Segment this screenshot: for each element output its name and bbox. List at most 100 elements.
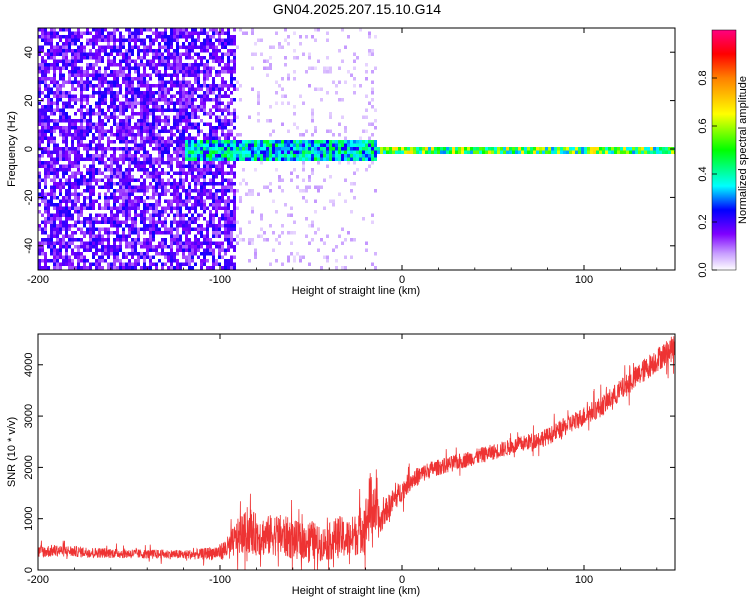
heatmap-cell (344, 266, 347, 270)
heatmap-cell (56, 84, 59, 88)
heatmap-cell (224, 157, 227, 161)
heatmap-cell (71, 217, 74, 221)
heatmap-cell (398, 147, 401, 151)
heatmap-cell (446, 150, 449, 154)
heatmap-cell (161, 87, 164, 91)
heatmap-cell (338, 192, 341, 196)
heatmap-cell (80, 252, 83, 256)
heatmap-cell (131, 136, 134, 140)
heatmap-cell (365, 77, 368, 81)
heatmap-cell (299, 259, 302, 263)
heatmap-cell (119, 168, 122, 172)
heatmap-cell (659, 150, 662, 154)
heatmap-cell (59, 245, 62, 249)
heatmap-cell (137, 203, 140, 207)
heatmap-cell (314, 66, 317, 70)
heatmap-cell (176, 126, 179, 130)
heatmap-cell (290, 140, 293, 144)
heatmap-cell (158, 259, 161, 263)
heatmap-cell (302, 157, 305, 161)
heatmap-cell (77, 150, 80, 154)
heatmap-cell (44, 227, 47, 231)
heatmap-cell (134, 231, 137, 235)
heatmap-cell (122, 70, 125, 74)
heatmap-cell (128, 192, 131, 196)
heatmap-cell (326, 255, 329, 259)
heatmap-cell (143, 56, 146, 60)
heatmap-cell (83, 49, 86, 53)
heatmap-cell (194, 108, 197, 112)
heatmap-cell (140, 126, 143, 130)
heatmap-cell (77, 157, 80, 161)
heatmap-cell (101, 122, 104, 126)
heatmap-cell (137, 49, 140, 53)
heatmap-cell (68, 206, 71, 210)
heatmap-cell (110, 105, 113, 109)
heatmap-cell (143, 210, 146, 214)
heatmap-cell (65, 140, 68, 144)
heatmap-cell (344, 150, 347, 154)
heatmap-cell (47, 259, 50, 263)
heatmap-cell (185, 220, 188, 224)
heatmap-cell (107, 266, 110, 270)
heatmap-cell (191, 175, 194, 179)
heatmap-cell (242, 150, 245, 154)
heatmap-cell (98, 196, 101, 200)
heatmap-cell (95, 35, 98, 39)
heatmap-cell (299, 189, 302, 193)
heatmap-cell (188, 192, 191, 196)
heatmap-cell (92, 45, 95, 49)
heatmap-cell (119, 31, 122, 35)
heatmap-cell (65, 154, 68, 158)
heatmap-cell (212, 91, 215, 95)
heatmap-cell (182, 150, 185, 154)
heatmap-cell (65, 150, 68, 154)
heatmap-cell (182, 220, 185, 224)
heatmap-cell (494, 150, 497, 154)
heatmap-cell (89, 217, 92, 221)
heatmap-cell (59, 108, 62, 112)
heatmap-cell (41, 56, 44, 60)
heatmap-cell (221, 164, 224, 168)
heatmap-cell (158, 108, 161, 112)
heatmap-cell (164, 182, 167, 186)
heatmap-cell (188, 161, 191, 165)
heatmap-cell (146, 108, 149, 112)
heatmap-cell (50, 91, 53, 95)
heatmap-cell (155, 70, 158, 74)
heatmap-cell (203, 136, 206, 140)
heatmap-cell (155, 227, 158, 231)
heatmap-cell (155, 136, 158, 140)
heatmap-cell (77, 192, 80, 196)
heatmap-cell (77, 31, 80, 35)
heatmap-cell (98, 266, 101, 270)
heatmap-cell (65, 66, 68, 70)
heatmap-cell (257, 234, 260, 238)
heatmap-cell (56, 238, 59, 242)
heatmap-cell (293, 56, 296, 60)
heatmap-cell (332, 80, 335, 84)
heatmap-cell (122, 129, 125, 133)
heatmap-cell (131, 168, 134, 172)
heatmap-cell (281, 157, 284, 161)
heatmap-cell (284, 157, 287, 161)
heatmap-cell (128, 227, 131, 231)
heatmap-cell (164, 56, 167, 60)
heatmap-cell (449, 150, 452, 154)
heatmap-cell (47, 168, 50, 172)
heatmap-cell (311, 220, 314, 224)
heatmap-cell (89, 213, 92, 217)
heatmap-cell (62, 77, 65, 81)
heatmap-cell (311, 35, 314, 39)
heatmap-cell (629, 147, 632, 151)
heatmap-cell (122, 231, 125, 235)
heatmap-cell (77, 213, 80, 217)
heatmap-cell (128, 129, 131, 133)
colorbar-gradient (711, 29, 737, 271)
heatmap-cell (47, 161, 50, 165)
heatmap-cell (44, 136, 47, 140)
heatmap-cell (218, 143, 221, 147)
heatmap-cell (221, 199, 224, 203)
heatmap-cell (47, 234, 50, 238)
heatmap-cell (125, 115, 128, 119)
